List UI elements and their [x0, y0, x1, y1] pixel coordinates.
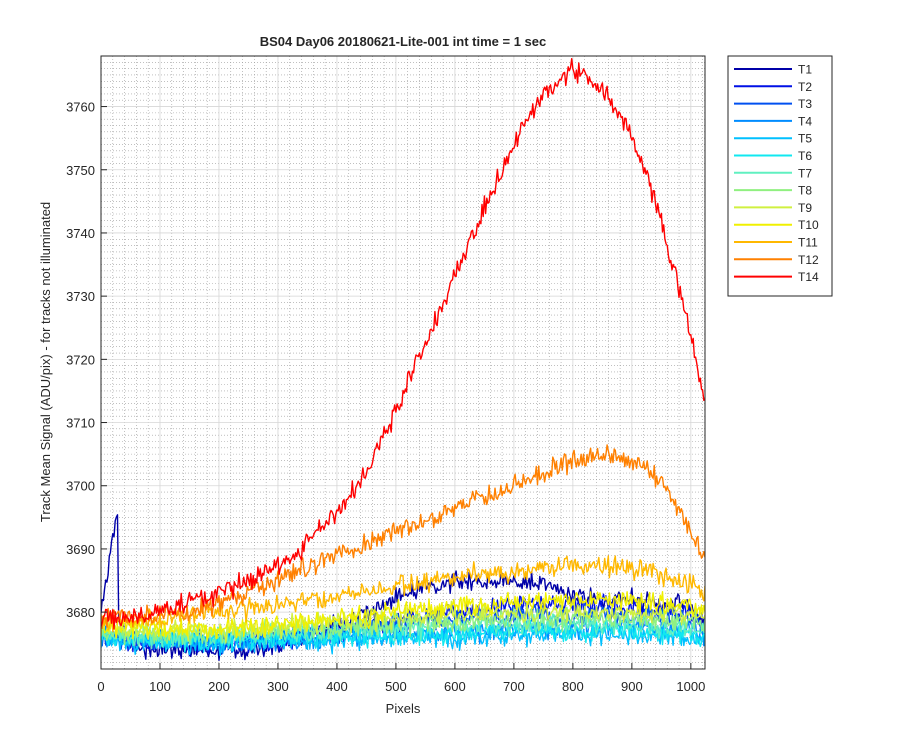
- chart-title: BS04 Day06 20180621-Lite-001 int time = …: [260, 34, 547, 49]
- x-tick-label: 1000: [676, 679, 705, 694]
- plot-frame: [100, 55, 706, 670]
- y-tick-label: 3750: [66, 163, 95, 178]
- legend-label-t8: T8: [798, 184, 812, 198]
- legend-label-t14: T14: [798, 270, 819, 284]
- y-tick-label: 3730: [66, 289, 95, 304]
- x-tick-label: 500: [385, 679, 407, 694]
- legend-label-t9: T9: [798, 201, 812, 215]
- legend-label-t10: T10: [798, 218, 819, 232]
- x-tick-label: 300: [267, 679, 289, 694]
- x-tick-label: 200: [208, 679, 230, 694]
- series-line-t9: [101, 600, 705, 644]
- legend: T1 T2 T3 T4 T5 T6 T7 T8 T9 T10 T11 T12 T14: [727, 55, 833, 297]
- x-axis: 0 100 200 300 400 500 600 700 800 900 1000: [97, 663, 705, 694]
- x-tick-label: 800: [562, 679, 584, 694]
- y-tick-label: 3700: [66, 479, 95, 494]
- x-tick-label: 0: [97, 679, 104, 694]
- y-axis: 3680 3690 3700 3710 3720 3730 3740 3750 3760: [66, 100, 107, 620]
- major-grid: [100, 56, 705, 669]
- y-tick-label: 3680: [66, 605, 95, 620]
- x-tick-label: 600: [444, 679, 466, 694]
- legend-label-t1: T1: [798, 63, 812, 77]
- legend-box: [727, 55, 833, 297]
- plot-area: [100, 55, 706, 670]
- y-tick-label: 3720: [66, 352, 95, 367]
- x-tick-label: 700: [503, 679, 525, 694]
- legend-label-t4: T4: [798, 114, 812, 128]
- legend-label-t3: T3: [798, 97, 812, 111]
- y-tick-label: 3710: [66, 416, 95, 431]
- legend-label-t6: T6: [798, 149, 812, 163]
- legend-label-t7: T7: [798, 166, 812, 180]
- legend-label-t2: T2: [798, 80, 812, 94]
- y-tick-label: 3740: [66, 226, 95, 241]
- series-line-t1: [101, 514, 705, 661]
- legend-label-t11: T11: [798, 236, 818, 250]
- legend-label-t12: T12: [798, 253, 819, 267]
- series-line-t12: [101, 444, 705, 629]
- x-tick-label: 100: [149, 679, 171, 694]
- x-tick-label: 400: [326, 679, 348, 694]
- series-lines: [101, 58, 705, 661]
- series-line-t14: [101, 58, 705, 630]
- x-tick-label: 900: [621, 679, 643, 694]
- y-axis-label: Track Mean Signal (ADU/pix) - for tracks…: [38, 202, 53, 522]
- series-line-t10: [101, 591, 705, 640]
- y-tick-label: 3690: [66, 542, 95, 557]
- legend-label-t5: T5: [798, 132, 812, 146]
- x-axis-label: Pixels: [386, 701, 421, 716]
- y-tick-label: 3760: [66, 100, 95, 115]
